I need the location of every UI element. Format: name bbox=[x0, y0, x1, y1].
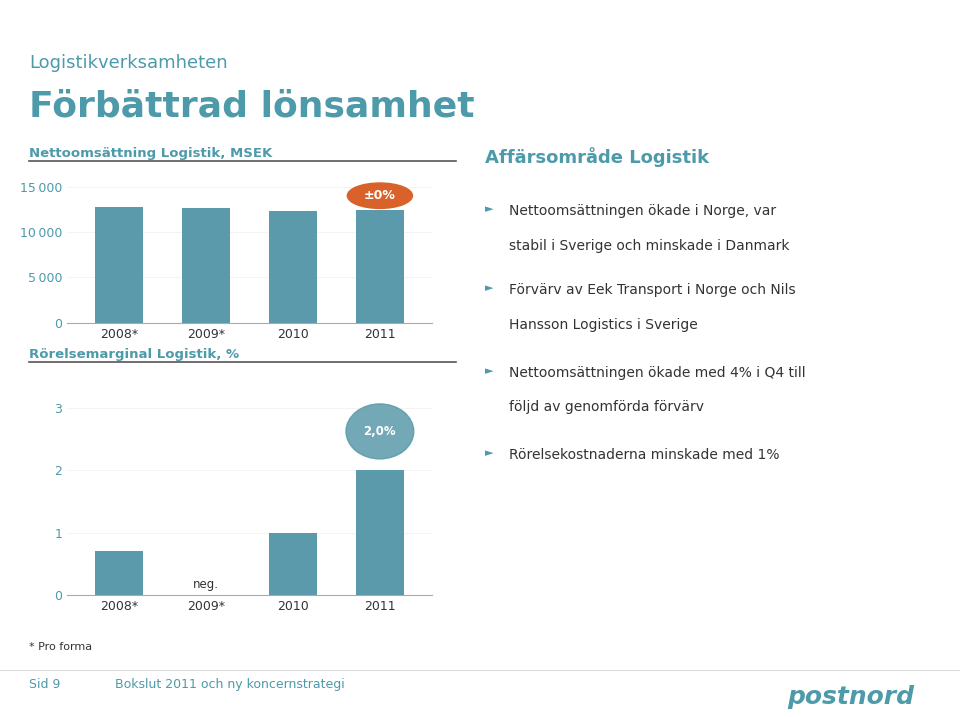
Text: ±0%: ±0% bbox=[364, 189, 396, 202]
Text: Hansson Logistics i Sverige: Hansson Logistics i Sverige bbox=[509, 318, 698, 332]
Text: Rörelsekostnaderna minskade med 1%: Rörelsekostnaderna minskade med 1% bbox=[509, 448, 780, 462]
Text: Rörelsemarginal Logistik, %: Rörelsemarginal Logistik, % bbox=[29, 348, 239, 361]
Ellipse shape bbox=[346, 404, 414, 459]
Text: Förvärv av Eek Transport i Norge och Nils: Förvärv av Eek Transport i Norge och Nil… bbox=[509, 283, 796, 298]
Bar bbox=[182, 208, 230, 323]
Text: neg.: neg. bbox=[193, 579, 219, 592]
Text: följd av genomförda förvärv: följd av genomförda förvärv bbox=[509, 400, 704, 414]
Text: Förbättrad lönsamhet: Förbättrad lönsamhet bbox=[29, 90, 474, 123]
Bar bbox=[356, 470, 404, 595]
Bar bbox=[95, 551, 143, 595]
Text: Nettoomsättning Logistik, MSEK: Nettoomsättning Logistik, MSEK bbox=[29, 147, 272, 160]
Bar bbox=[269, 533, 317, 595]
Text: Nettoomsättningen ökade med 4% i Q4 till: Nettoomsättningen ökade med 4% i Q4 till bbox=[509, 366, 805, 380]
Bar bbox=[95, 206, 143, 323]
Text: * Pro forma: * Pro forma bbox=[29, 642, 92, 652]
Text: Bokslut 2011 och ny koncernstrategi: Bokslut 2011 och ny koncernstrategi bbox=[115, 678, 345, 690]
Text: 2,0%: 2,0% bbox=[364, 425, 396, 438]
Text: postnord: postnord bbox=[787, 685, 914, 708]
Ellipse shape bbox=[348, 183, 413, 209]
Text: Logistikverksamheten: Logistikverksamheten bbox=[29, 54, 228, 72]
Text: ►: ► bbox=[485, 204, 493, 214]
Text: Sid 9: Sid 9 bbox=[29, 678, 60, 690]
Text: ►: ► bbox=[485, 448, 493, 458]
Text: ►: ► bbox=[485, 366, 493, 376]
Bar bbox=[356, 210, 404, 323]
Text: ►: ► bbox=[485, 283, 493, 293]
Text: stabil i Sverige och minskade i Danmark: stabil i Sverige och minskade i Danmark bbox=[509, 239, 789, 253]
Text: Nettoomsättningen ökade i Norge, var: Nettoomsättningen ökade i Norge, var bbox=[509, 204, 776, 219]
Bar bbox=[269, 211, 317, 323]
Text: Affärsområde Logistik: Affärsområde Logistik bbox=[485, 147, 708, 167]
